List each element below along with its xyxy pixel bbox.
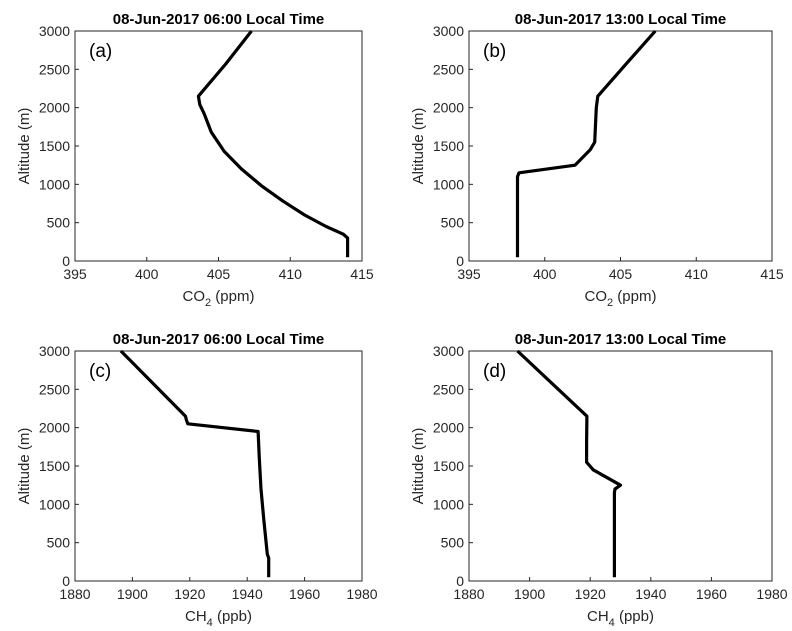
- y-tick-label: 0: [62, 253, 70, 269]
- chart-panel-3: 1880 1900 1920 1940 1960 1980 0 500 1000 1500 2000…: [410, 331, 788, 629]
- x-tick-label: 400: [135, 266, 159, 282]
- panel-label: (a): [89, 41, 112, 62]
- y-tick-label: 2500: [433, 381, 464, 397]
- y-axis-label: Altitude (m): [410, 108, 427, 185]
- y-tick-label: 0: [456, 573, 464, 589]
- x-tick-label: 1900: [514, 586, 545, 602]
- axes-frame: [468, 350, 773, 582]
- x-tick-label: 395: [63, 266, 87, 282]
- x-axis-label: CH4 (ppb): [587, 608, 654, 629]
- y-tick-label: 2000: [433, 420, 464, 436]
- y-tick-label: 2000: [39, 420, 70, 436]
- x-tick-label: 1960: [289, 586, 320, 602]
- x-axis-label: CO2 (ppm): [183, 288, 255, 309]
- y-tick-label: 0: [62, 573, 70, 589]
- series-line-0: [196, 30, 350, 258]
- y-tick-label: 3000: [39, 23, 70, 39]
- x-tick-label: 1980: [346, 586, 377, 602]
- series-line-0: [515, 29, 657, 258]
- panel-label: (d): [483, 361, 506, 382]
- y-tick-label: 3000: [433, 23, 464, 39]
- x-tick-label: 405: [207, 266, 231, 282]
- chart-panel-2: 1880 1900 1920 1940 1960 1980 0 500 1000 1500 2000…: [16, 331, 378, 629]
- x-axis-label-main: CH: [587, 608, 609, 625]
- series-line-0: [516, 349, 623, 578]
- x-axis-label: CO2 (ppm): [585, 288, 657, 309]
- y-tick-label: 1000: [39, 176, 70, 192]
- x-tick-label: 410: [685, 266, 709, 282]
- y-tick-label: 500: [441, 535, 465, 551]
- x-axis-label-unit: (ppm): [211, 288, 254, 305]
- y-axis-label: Altitude (m): [16, 108, 33, 185]
- y-tick-label: 3000: [39, 343, 70, 359]
- y-tick-label: 1500: [433, 138, 464, 154]
- y-tick-label: 2500: [39, 381, 70, 397]
- x-tick-label: 1960: [696, 586, 727, 602]
- x-tick-label: 1980: [756, 586, 787, 602]
- y-tick-label: 500: [47, 535, 71, 551]
- axes-frame: [74, 30, 363, 262]
- chart-title: 08-Jun-2017 13:00 Local Time: [515, 331, 727, 348]
- y-tick-label: 1500: [39, 458, 70, 474]
- y-tick-label: 500: [441, 215, 465, 231]
- y-axis-label: Altitude (m): [410, 428, 427, 505]
- panel-label: (b): [483, 41, 506, 62]
- chart-title: 08-Jun-2017 06:00 Local Time: [113, 11, 325, 28]
- x-tick-label: 410: [279, 266, 303, 282]
- y-tick-label: 1000: [39, 496, 70, 512]
- x-tick-label: 1940: [635, 586, 666, 602]
- x-axis-label-main: CO: [585, 288, 608, 305]
- x-axis-label-subscript: 4: [609, 617, 615, 629]
- x-axis-label-subscript: 2: [607, 297, 613, 309]
- series-line-0: [119, 349, 271, 578]
- x-tick-label: 1880: [453, 586, 484, 602]
- chart-title: 08-Jun-2017 13:00 Local Time: [515, 11, 727, 28]
- x-tick-label: 415: [760, 266, 784, 282]
- y-tick-label: 2000: [433, 100, 464, 116]
- x-tick-label: 405: [609, 266, 633, 282]
- x-axis-label-unit: (ppb): [213, 608, 252, 625]
- x-axis-label-subscript: 4: [207, 617, 213, 629]
- axes-frame: [468, 30, 773, 262]
- y-axis-label: Altitude (m): [16, 428, 33, 505]
- y-tick-label: 2000: [39, 100, 70, 116]
- y-tick-label: 2500: [39, 61, 70, 77]
- axes-frame: [74, 350, 363, 582]
- x-tick-label: 1920: [575, 586, 606, 602]
- x-tick-label: 1900: [117, 586, 148, 602]
- y-tick-label: 2500: [433, 61, 464, 77]
- y-tick-label: 1500: [433, 458, 464, 474]
- x-tick-label: 415: [350, 266, 374, 282]
- x-axis-label-main: CH: [185, 608, 207, 625]
- y-tick-label: 500: [47, 215, 71, 231]
- chart-panel-0: 395 400 405 410 415 0 500 1000 1500 2000 2500 3000 0…: [16, 11, 374, 309]
- x-tick-label: 400: [533, 266, 557, 282]
- x-axis-label-unit: (ppb): [615, 608, 654, 625]
- x-tick-label: 1940: [232, 586, 263, 602]
- x-axis-label-main: CO: [183, 288, 206, 305]
- x-axis-label: CH4 (ppb): [185, 608, 252, 629]
- y-tick-label: 1000: [433, 496, 464, 512]
- chart-title: 08-Jun-2017 06:00 Local Time: [113, 331, 325, 348]
- y-tick-label: 3000: [433, 343, 464, 359]
- chart-panel-1: 395 400 405 410 415 0 500 1000 1500 2000 2500 3000 0…: [410, 11, 784, 309]
- y-tick-label: 1000: [433, 176, 464, 192]
- x-tick-label: 1880: [59, 586, 90, 602]
- x-axis-label-subscript: 2: [205, 297, 211, 309]
- panel-label: (c): [89, 361, 111, 382]
- x-tick-label: 395: [457, 266, 481, 282]
- x-tick-label: 1920: [174, 586, 205, 602]
- y-tick-label: 1500: [39, 138, 70, 154]
- x-axis-label-unit: (ppm): [613, 288, 656, 305]
- y-tick-label: 0: [456, 253, 464, 269]
